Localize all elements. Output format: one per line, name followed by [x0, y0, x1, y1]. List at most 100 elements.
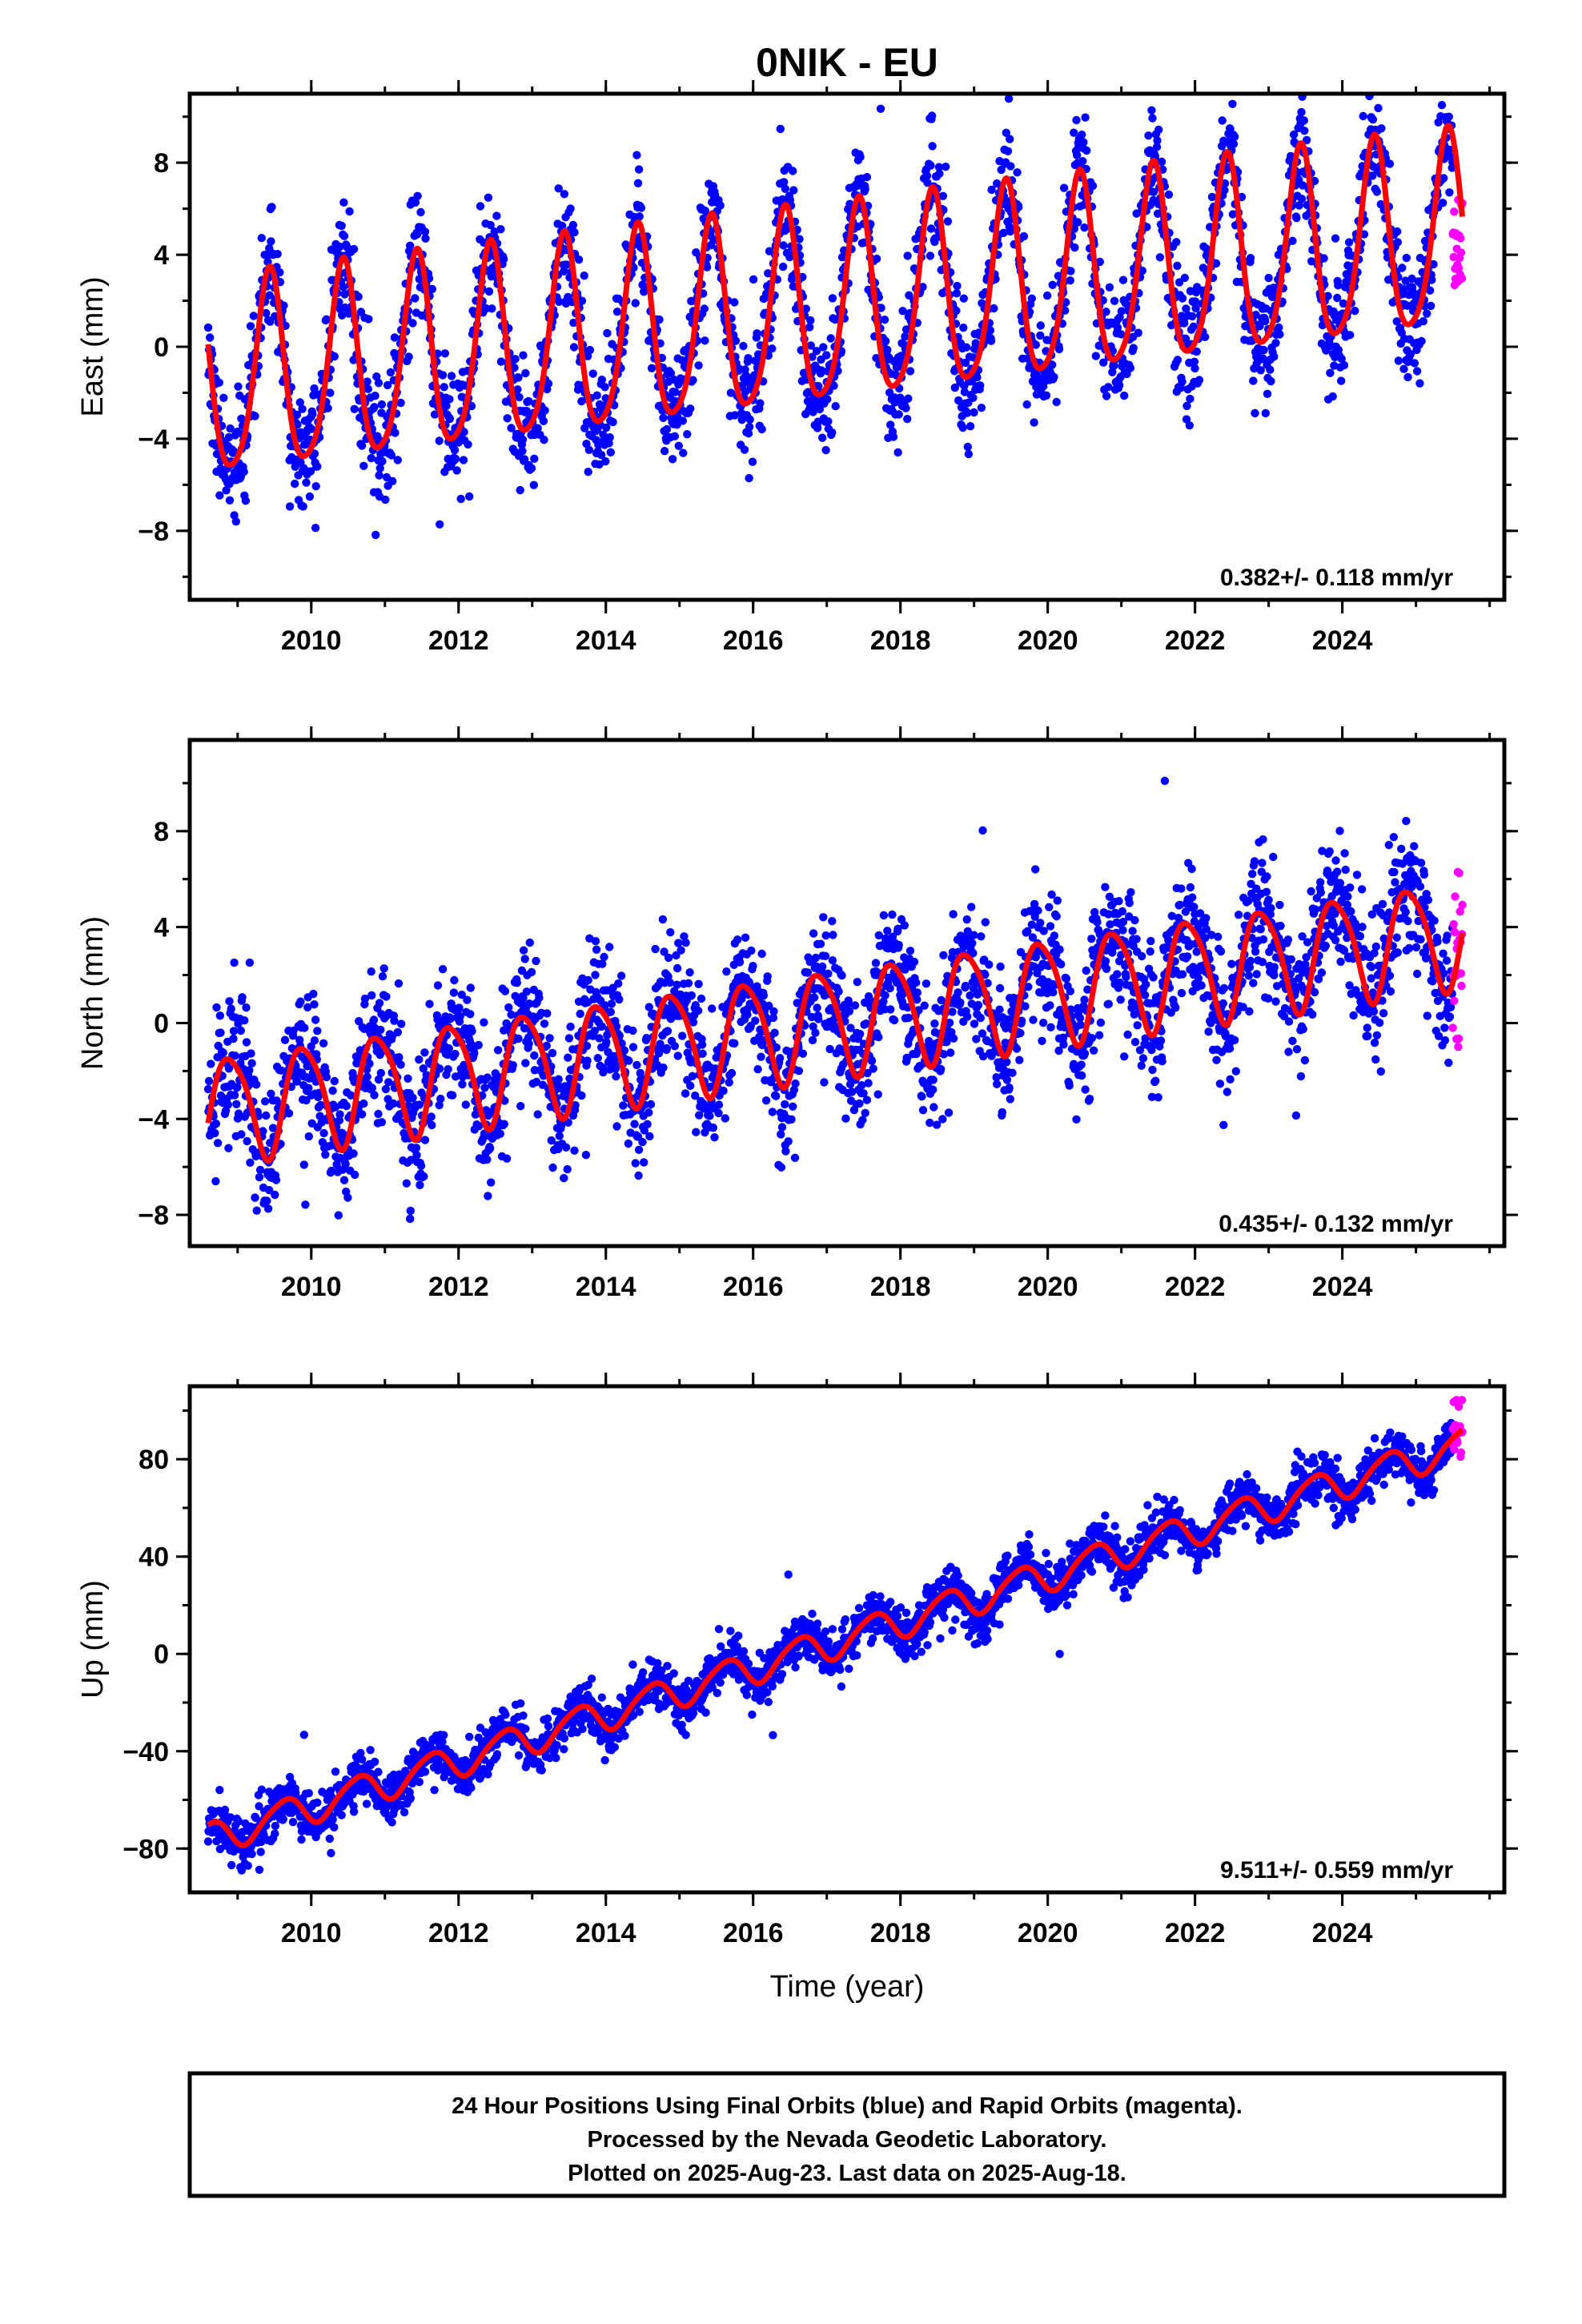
final-orbit-point — [436, 1064, 444, 1073]
final-orbit-point — [689, 376, 697, 384]
final-orbit-point — [719, 1086, 728, 1096]
final-orbit-point — [1087, 935, 1096, 943]
final-orbit-point — [420, 1048, 429, 1057]
final-orbit-point — [449, 988, 459, 997]
final-orbit-point — [749, 962, 757, 971]
final-orbit-point — [679, 448, 688, 457]
final-orbit-point — [1104, 999, 1114, 1008]
final-orbit-point — [527, 967, 536, 977]
final-orbit-point — [841, 1114, 850, 1123]
final-orbit-point — [1186, 394, 1195, 404]
final-orbit-point — [464, 440, 472, 449]
final-orbit-point — [1246, 254, 1255, 263]
final-orbit-point — [967, 903, 976, 911]
final-orbit-point — [420, 1136, 430, 1144]
final-orbit-point — [1228, 99, 1237, 108]
final-orbit-point — [829, 931, 837, 939]
final-orbit-point — [828, 294, 837, 303]
final-orbit-point — [603, 328, 612, 338]
final-orbit-point — [301, 1200, 310, 1209]
final-orbit-point — [725, 1078, 733, 1087]
final-orbit-point — [1114, 380, 1124, 390]
final-orbit-point — [1036, 331, 1045, 340]
final-orbit-point — [1078, 1071, 1086, 1080]
final-orbit-point — [461, 1100, 470, 1109]
final-orbit-point — [305, 492, 315, 501]
final-orbit-point — [1372, 187, 1382, 196]
final-orbit-point — [883, 345, 892, 355]
final-orbit-point — [888, 910, 897, 919]
final-orbit-point — [492, 211, 501, 220]
final-orbit-point — [966, 422, 975, 431]
final-orbit-point — [406, 241, 415, 250]
final-orbit-point — [394, 979, 404, 988]
final-orbit-point — [616, 971, 626, 980]
final-orbit-point — [874, 1032, 883, 1042]
final-orbit-point — [386, 368, 396, 377]
final-orbit-point — [862, 1096, 872, 1104]
final-orbit-point — [702, 263, 712, 271]
final-orbit-point — [1016, 1028, 1025, 1038]
final-orbit-point — [1059, 1040, 1068, 1049]
final-orbit-point — [463, 995, 472, 1004]
final-orbit-point — [600, 383, 609, 392]
final-orbit-point — [415, 1100, 424, 1109]
final-orbit-point — [662, 1043, 672, 1053]
final-orbit-point — [954, 988, 962, 997]
final-orbit-point — [304, 1132, 313, 1141]
final-orbit-point — [831, 402, 840, 411]
final-orbit-point — [935, 169, 944, 178]
final-orbit-point — [638, 1137, 647, 1147]
final-orbit-point — [425, 999, 434, 1008]
final-orbit-point — [1393, 238, 1403, 247]
final-orbit-point — [668, 455, 677, 464]
final-orbit-point — [378, 972, 387, 981]
final-orbit-point — [1050, 372, 1058, 381]
final-orbit-point — [660, 447, 669, 456]
final-orbit-point — [1230, 132, 1239, 141]
final-orbit-point — [518, 435, 528, 444]
final-orbit-point — [514, 373, 523, 382]
final-orbit-point — [519, 946, 528, 955]
final-orbit-point — [770, 1028, 779, 1037]
final-orbit-point — [779, 241, 788, 250]
final-orbit-point — [861, 1108, 869, 1118]
final-orbit-point — [710, 1133, 719, 1142]
final-orbit-point — [557, 221, 567, 231]
final-orbit-point — [753, 329, 761, 338]
final-orbit-point — [564, 1053, 572, 1062]
final-orbit-point — [1031, 865, 1040, 874]
final-orbit-point — [1062, 298, 1070, 307]
final-orbit-point — [948, 1007, 957, 1016]
final-orbit-point — [1164, 190, 1174, 199]
final-orbit-point — [382, 992, 391, 1001]
final-orbit-point — [1081, 113, 1090, 122]
final-orbit-point — [730, 411, 740, 420]
final-orbit-point — [555, 1132, 564, 1140]
final-orbit-point — [1110, 296, 1119, 305]
final-orbit-point — [516, 1102, 525, 1111]
final-orbit-point — [428, 284, 436, 294]
final-orbit-point — [1261, 316, 1270, 326]
final-orbit-point — [926, 251, 935, 260]
final-orbit-point — [606, 448, 615, 456]
final-orbit-point — [958, 423, 967, 432]
final-orbit-point — [500, 1120, 508, 1128]
final-orbit-point — [231, 517, 240, 526]
final-orbit-point — [855, 1029, 865, 1039]
final-orbit-point — [237, 1130, 246, 1139]
final-orbit-point — [595, 460, 604, 469]
final-orbit-point — [416, 1180, 424, 1190]
final-orbit-point — [255, 1165, 265, 1175]
y-tick-label: 8 — [154, 148, 169, 179]
final-orbit-point — [789, 167, 797, 175]
final-orbit-point — [970, 931, 978, 939]
final-orbit-point — [349, 244, 359, 254]
final-orbit-point — [876, 104, 885, 113]
final-orbit-point — [396, 1060, 405, 1069]
final-orbit-point — [1054, 271, 1063, 280]
final-orbit-point — [693, 1006, 703, 1015]
final-orbit-point — [1134, 328, 1143, 337]
final-orbit-point — [504, 1003, 513, 1012]
final-orbit-point — [530, 454, 539, 463]
